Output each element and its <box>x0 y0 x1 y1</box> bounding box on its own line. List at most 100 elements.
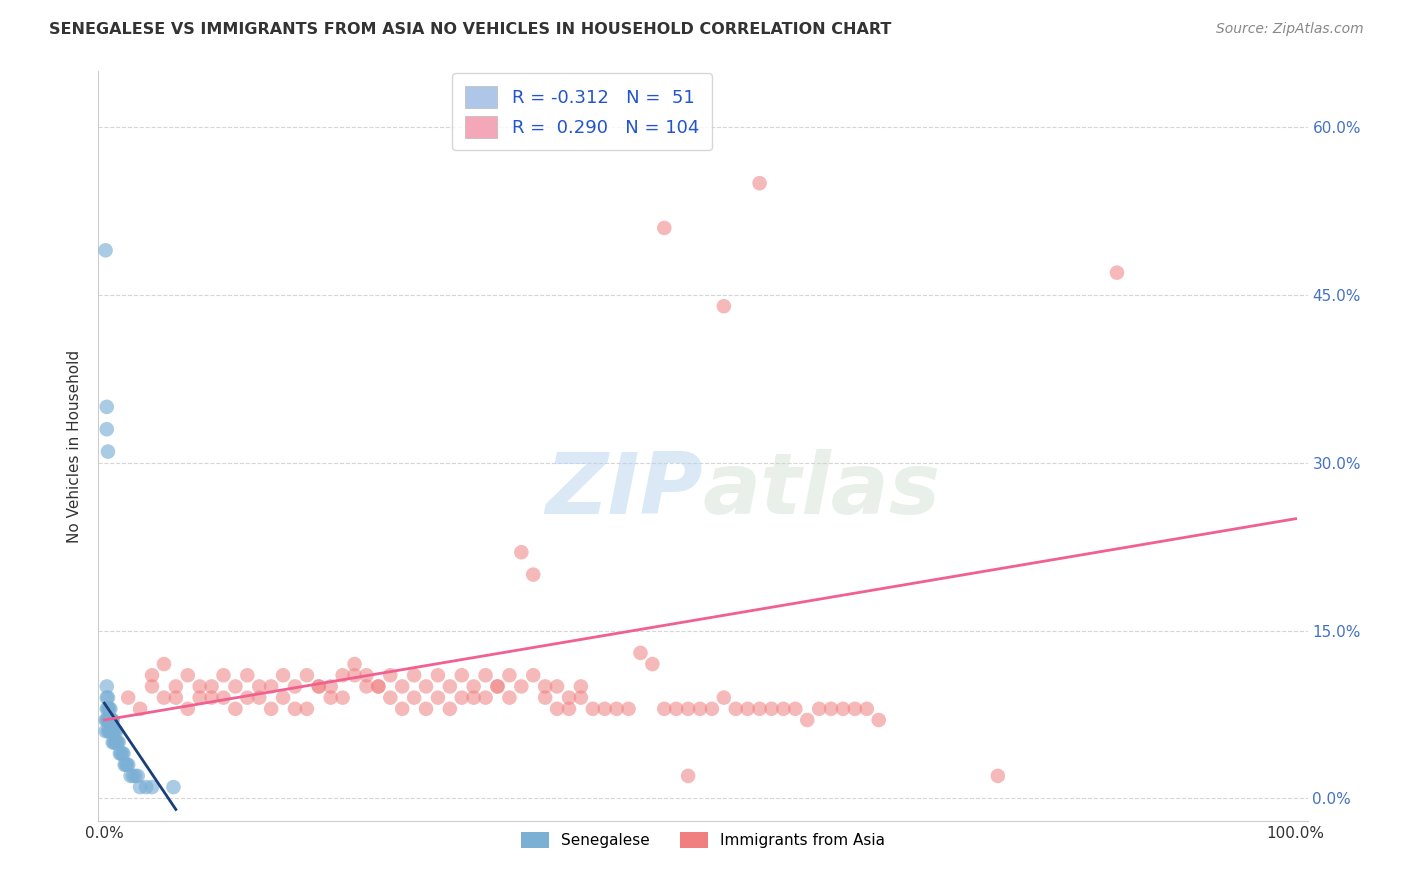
Point <box>1105 266 1128 280</box>
Point <box>713 690 735 705</box>
Point <box>641 657 664 671</box>
Point <box>415 702 437 716</box>
Point <box>748 702 770 716</box>
Point <box>97 444 120 458</box>
Point <box>844 702 866 716</box>
Point <box>260 680 283 694</box>
Point <box>105 724 128 739</box>
Point <box>367 680 389 694</box>
Point <box>474 668 496 682</box>
Point <box>284 702 307 716</box>
Text: atlas: atlas <box>703 450 941 533</box>
Point <box>426 690 449 705</box>
Text: SENEGALESE VS IMMIGRANTS FROM ASIA NO VEHICLES IN HOUSEHOLD CORRELATION CHART: SENEGALESE VS IMMIGRANTS FROM ASIA NO VE… <box>49 22 891 37</box>
Point <box>247 680 270 694</box>
Point <box>96 680 118 694</box>
Point <box>165 690 187 705</box>
Point <box>569 690 592 705</box>
Point <box>474 690 496 705</box>
Point <box>772 702 794 716</box>
Point <box>98 702 121 716</box>
Point <box>100 724 122 739</box>
Point <box>98 713 121 727</box>
Point <box>856 702 879 716</box>
Point <box>308 680 330 694</box>
Point <box>546 680 568 694</box>
Point <box>94 244 117 258</box>
Point <box>141 780 163 794</box>
Point <box>582 702 605 716</box>
Point <box>111 747 134 761</box>
Point <box>630 646 652 660</box>
Point <box>177 668 200 682</box>
Point <box>356 668 378 682</box>
Point <box>212 668 235 682</box>
Point <box>115 757 138 772</box>
Point <box>569 680 592 694</box>
Point <box>367 680 389 694</box>
Point <box>153 657 176 671</box>
Point <box>534 690 557 705</box>
Point <box>724 702 747 716</box>
Point <box>439 680 461 694</box>
Point <box>236 690 259 705</box>
Point <box>486 680 509 694</box>
Point <box>404 668 426 682</box>
Point <box>295 668 318 682</box>
Point <box>114 757 136 772</box>
Point <box>188 680 211 694</box>
Point <box>713 299 735 313</box>
Point <box>271 690 294 705</box>
Point <box>415 680 437 694</box>
Point <box>319 690 342 705</box>
Point <box>98 713 121 727</box>
Point <box>107 735 129 749</box>
Point <box>96 690 118 705</box>
Point <box>97 690 120 705</box>
Point <box>247 690 270 705</box>
Point <box>98 724 121 739</box>
Point <box>96 702 118 716</box>
Point <box>212 690 235 705</box>
Point <box>97 713 120 727</box>
Point <box>96 400 118 414</box>
Point <box>546 702 568 716</box>
Point <box>97 724 120 739</box>
Point <box>652 221 675 235</box>
Point <box>761 702 783 716</box>
Point <box>165 680 187 694</box>
Y-axis label: No Vehicles in Household: No Vehicles in Household <box>67 350 83 542</box>
Point <box>676 769 699 783</box>
Point <box>510 545 533 559</box>
Point <box>112 747 135 761</box>
Legend: Senegalese, Immigrants from Asia: Senegalese, Immigrants from Asia <box>515 826 891 855</box>
Point <box>665 702 688 716</box>
Point <box>380 690 402 705</box>
Point <box>450 690 472 705</box>
Point <box>676 702 699 716</box>
Point <box>987 769 1010 783</box>
Point <box>820 702 842 716</box>
Point <box>153 690 176 705</box>
Point <box>343 657 366 671</box>
Point <box>104 724 127 739</box>
Point <box>110 747 132 761</box>
Point <box>104 735 127 749</box>
Point <box>558 690 581 705</box>
Point <box>200 680 222 694</box>
Point <box>105 735 128 749</box>
Point <box>748 176 770 190</box>
Point <box>129 702 152 716</box>
Point <box>510 680 533 694</box>
Point <box>224 680 246 694</box>
Point <box>100 713 122 727</box>
Point <box>463 690 485 705</box>
Point <box>498 668 520 682</box>
Point <box>101 724 124 739</box>
Point <box>94 724 117 739</box>
Point <box>534 680 557 694</box>
Point <box>98 724 121 739</box>
Point <box>260 702 283 716</box>
Point <box>450 668 472 682</box>
Point <box>97 702 120 716</box>
